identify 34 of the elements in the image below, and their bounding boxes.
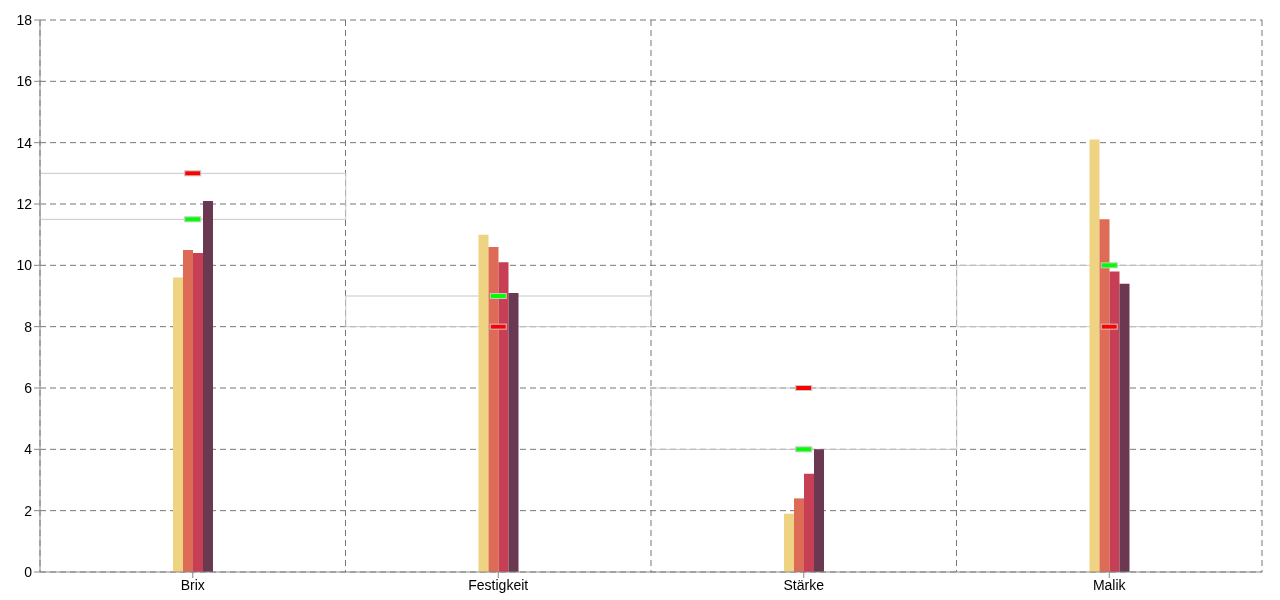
x-tick-label: Malik <box>1092 576 1127 593</box>
y-tick-label: 16 <box>16 73 33 90</box>
bar <box>1089 139 1100 572</box>
bar <box>173 277 183 572</box>
bar <box>488 246 499 572</box>
bar <box>183 250 193 572</box>
y-tick-label: 18 <box>16 11 33 28</box>
bar <box>956 264 1263 328</box>
bar <box>1099 219 1110 572</box>
y-tick-label: 6 <box>24 379 33 396</box>
bar <box>39 172 347 220</box>
bar <box>784 513 794 572</box>
y-tick-label: 0 <box>24 563 33 580</box>
x-tick-label: Festigkeit <box>468 576 529 593</box>
bar <box>804 473 814 572</box>
bar <box>794 498 804 572</box>
bar <box>814 449 824 572</box>
y-tick-label: 4 <box>24 441 33 458</box>
y-tick-label: 12 <box>16 195 33 212</box>
bar <box>650 387 958 450</box>
bar <box>345 295 652 328</box>
x-tick-label: Stärke <box>783 576 825 593</box>
x-tick-label: Brix <box>180 576 205 593</box>
bar <box>1109 271 1120 572</box>
bar <box>478 234 489 572</box>
bar <box>1119 283 1130 572</box>
bar <box>508 292 519 572</box>
y-tick-label: 8 <box>24 318 33 335</box>
bar <box>498 262 509 572</box>
y-tick-label: 10 <box>16 257 33 274</box>
y-tick-label: 14 <box>16 134 33 151</box>
bar <box>193 253 203 572</box>
y-tick-label: 2 <box>24 502 33 519</box>
bar <box>203 200 213 572</box>
